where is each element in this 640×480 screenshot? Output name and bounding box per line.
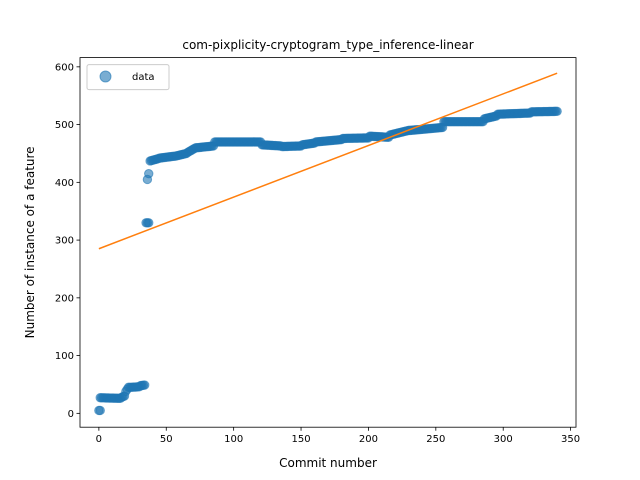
x-tick-label: 50 [160,434,173,445]
data-point [144,168,154,179]
legend: data [86,64,170,91]
x-tick-label: 150 [291,434,310,445]
y-tick-label: 300 [55,236,74,247]
axes-frame [79,57,577,428]
fit-line [98,72,558,250]
y-axis-label: Number of instance of a feature [23,146,37,338]
legend-label-data: data [132,72,155,83]
data-point [144,218,154,228]
data-point [95,405,105,416]
x-tick-label: 0 [96,434,102,445]
y-tick-label: 0 [68,409,74,420]
y-tick-label: 200 [55,293,74,304]
x-tick-label: 100 [224,434,243,445]
x-tick-label: 300 [494,434,513,445]
data-point [552,106,562,117]
y-tick-label: 500 [55,120,74,131]
y-tick-label: 600 [55,62,74,73]
x-tick-label: 350 [561,434,580,445]
y-axis-ticks: 0 100 200 300 400 500 600 [55,62,80,420]
y-tick-label: 400 [55,178,74,189]
y-tick-label: 100 [55,351,74,362]
legend-box [86,64,170,91]
x-tick-label: 200 [359,434,378,445]
x-axis-ticks: 0 50 100 150 200 250 300 350 [96,427,580,445]
plot-area [94,72,562,416]
x-axis-label: Commit number [279,456,377,470]
legend-marker-data [99,70,112,83]
x-tick-label: 250 [426,434,445,445]
chart-title: com-pixplicity-cryptogram_type_inference… [182,38,473,52]
data-point [140,380,150,390]
